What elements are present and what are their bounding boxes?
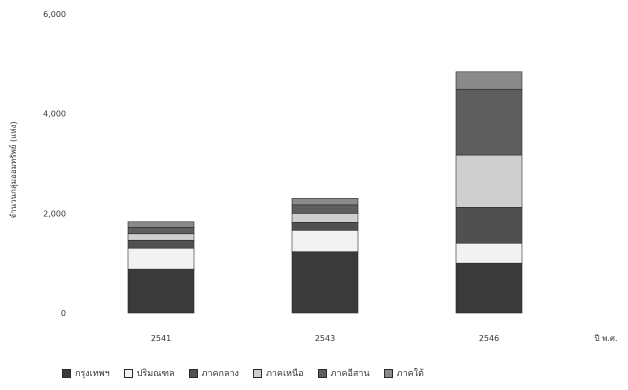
x-tick-label: 2546 <box>479 334 499 343</box>
x-tick-labels: 2541 2543 2546 <box>151 334 499 343</box>
y-axis-title: จำนวนกลุ่มออมทรัพย์ (แห่ง) <box>8 121 18 218</box>
legend-item: กรุงเทพฯ <box>62 366 110 380</box>
bar-segment <box>455 71 523 90</box>
bar-segment <box>291 251 359 314</box>
legend-label: กรุงเทพฯ <box>75 369 110 379</box>
bar-segment <box>291 222 359 231</box>
bars <box>127 71 523 314</box>
bar-segment <box>127 233 195 241</box>
legend-item: ภาคเหนือ <box>252 366 304 380</box>
bar-segment <box>455 242 523 264</box>
x-axis-title: ปี พ.ศ. <box>594 334 618 343</box>
legend-item: ภาคอีสาน <box>317 366 370 380</box>
legend-swatch <box>62 368 71 378</box>
legend-swatch <box>188 368 198 378</box>
legend-item: ปริมณฑล <box>123 366 175 380</box>
bar-segment <box>127 221 195 228</box>
y-axis-title-group: จำนวนกลุ่มออมทรัพย์ (แห่ง) <box>8 121 18 218</box>
legend-label: ภาคเหนือ <box>265 369 304 379</box>
y-tick-label: 2,000 <box>43 209 66 218</box>
legend: กรุงเทพฯ ปริมณฑล ภาคกลาง ภาคเหนือ ภาคอีสาน ภา… <box>62 366 424 380</box>
legend-label: ปริมณฑล <box>136 369 175 379</box>
y-tick-label: 0 <box>61 309 66 318</box>
y-tick-label: 6,000 <box>43 10 66 19</box>
bar-segment <box>127 268 195 314</box>
legend-label: ภาคอีสาน <box>330 369 370 379</box>
bar-segment <box>291 229 359 253</box>
y-tick-labels: 0 2,000 4,000 6,000 <box>43 10 66 318</box>
bar-segment <box>291 213 359 223</box>
legend-item: ภาคกลาง <box>188 366 239 380</box>
bar-segment <box>455 207 523 244</box>
y-tick-label: 4,000 <box>43 110 66 119</box>
legend-item: ภาคใต้ <box>383 366 424 380</box>
legend-label: ภาคใต้ <box>396 369 424 379</box>
legend-swatch <box>252 368 262 378</box>
bar-segment <box>127 239 195 249</box>
bar-segment <box>455 88 523 156</box>
legend-label: ภาคกลาง <box>201 369 239 379</box>
legend-swatch <box>317 368 327 378</box>
bar-segment <box>127 226 195 235</box>
bar-segment <box>127 247 195 270</box>
bar-segment <box>455 262 523 314</box>
bar-segment <box>291 204 359 214</box>
bar-segment <box>455 154 523 208</box>
legend-swatch <box>383 368 393 378</box>
bar-segment <box>291 198 359 206</box>
x-tick-label: 2543 <box>315 334 335 343</box>
x-tick-label: 2541 <box>151 334 171 343</box>
legend-swatch <box>123 368 133 378</box>
